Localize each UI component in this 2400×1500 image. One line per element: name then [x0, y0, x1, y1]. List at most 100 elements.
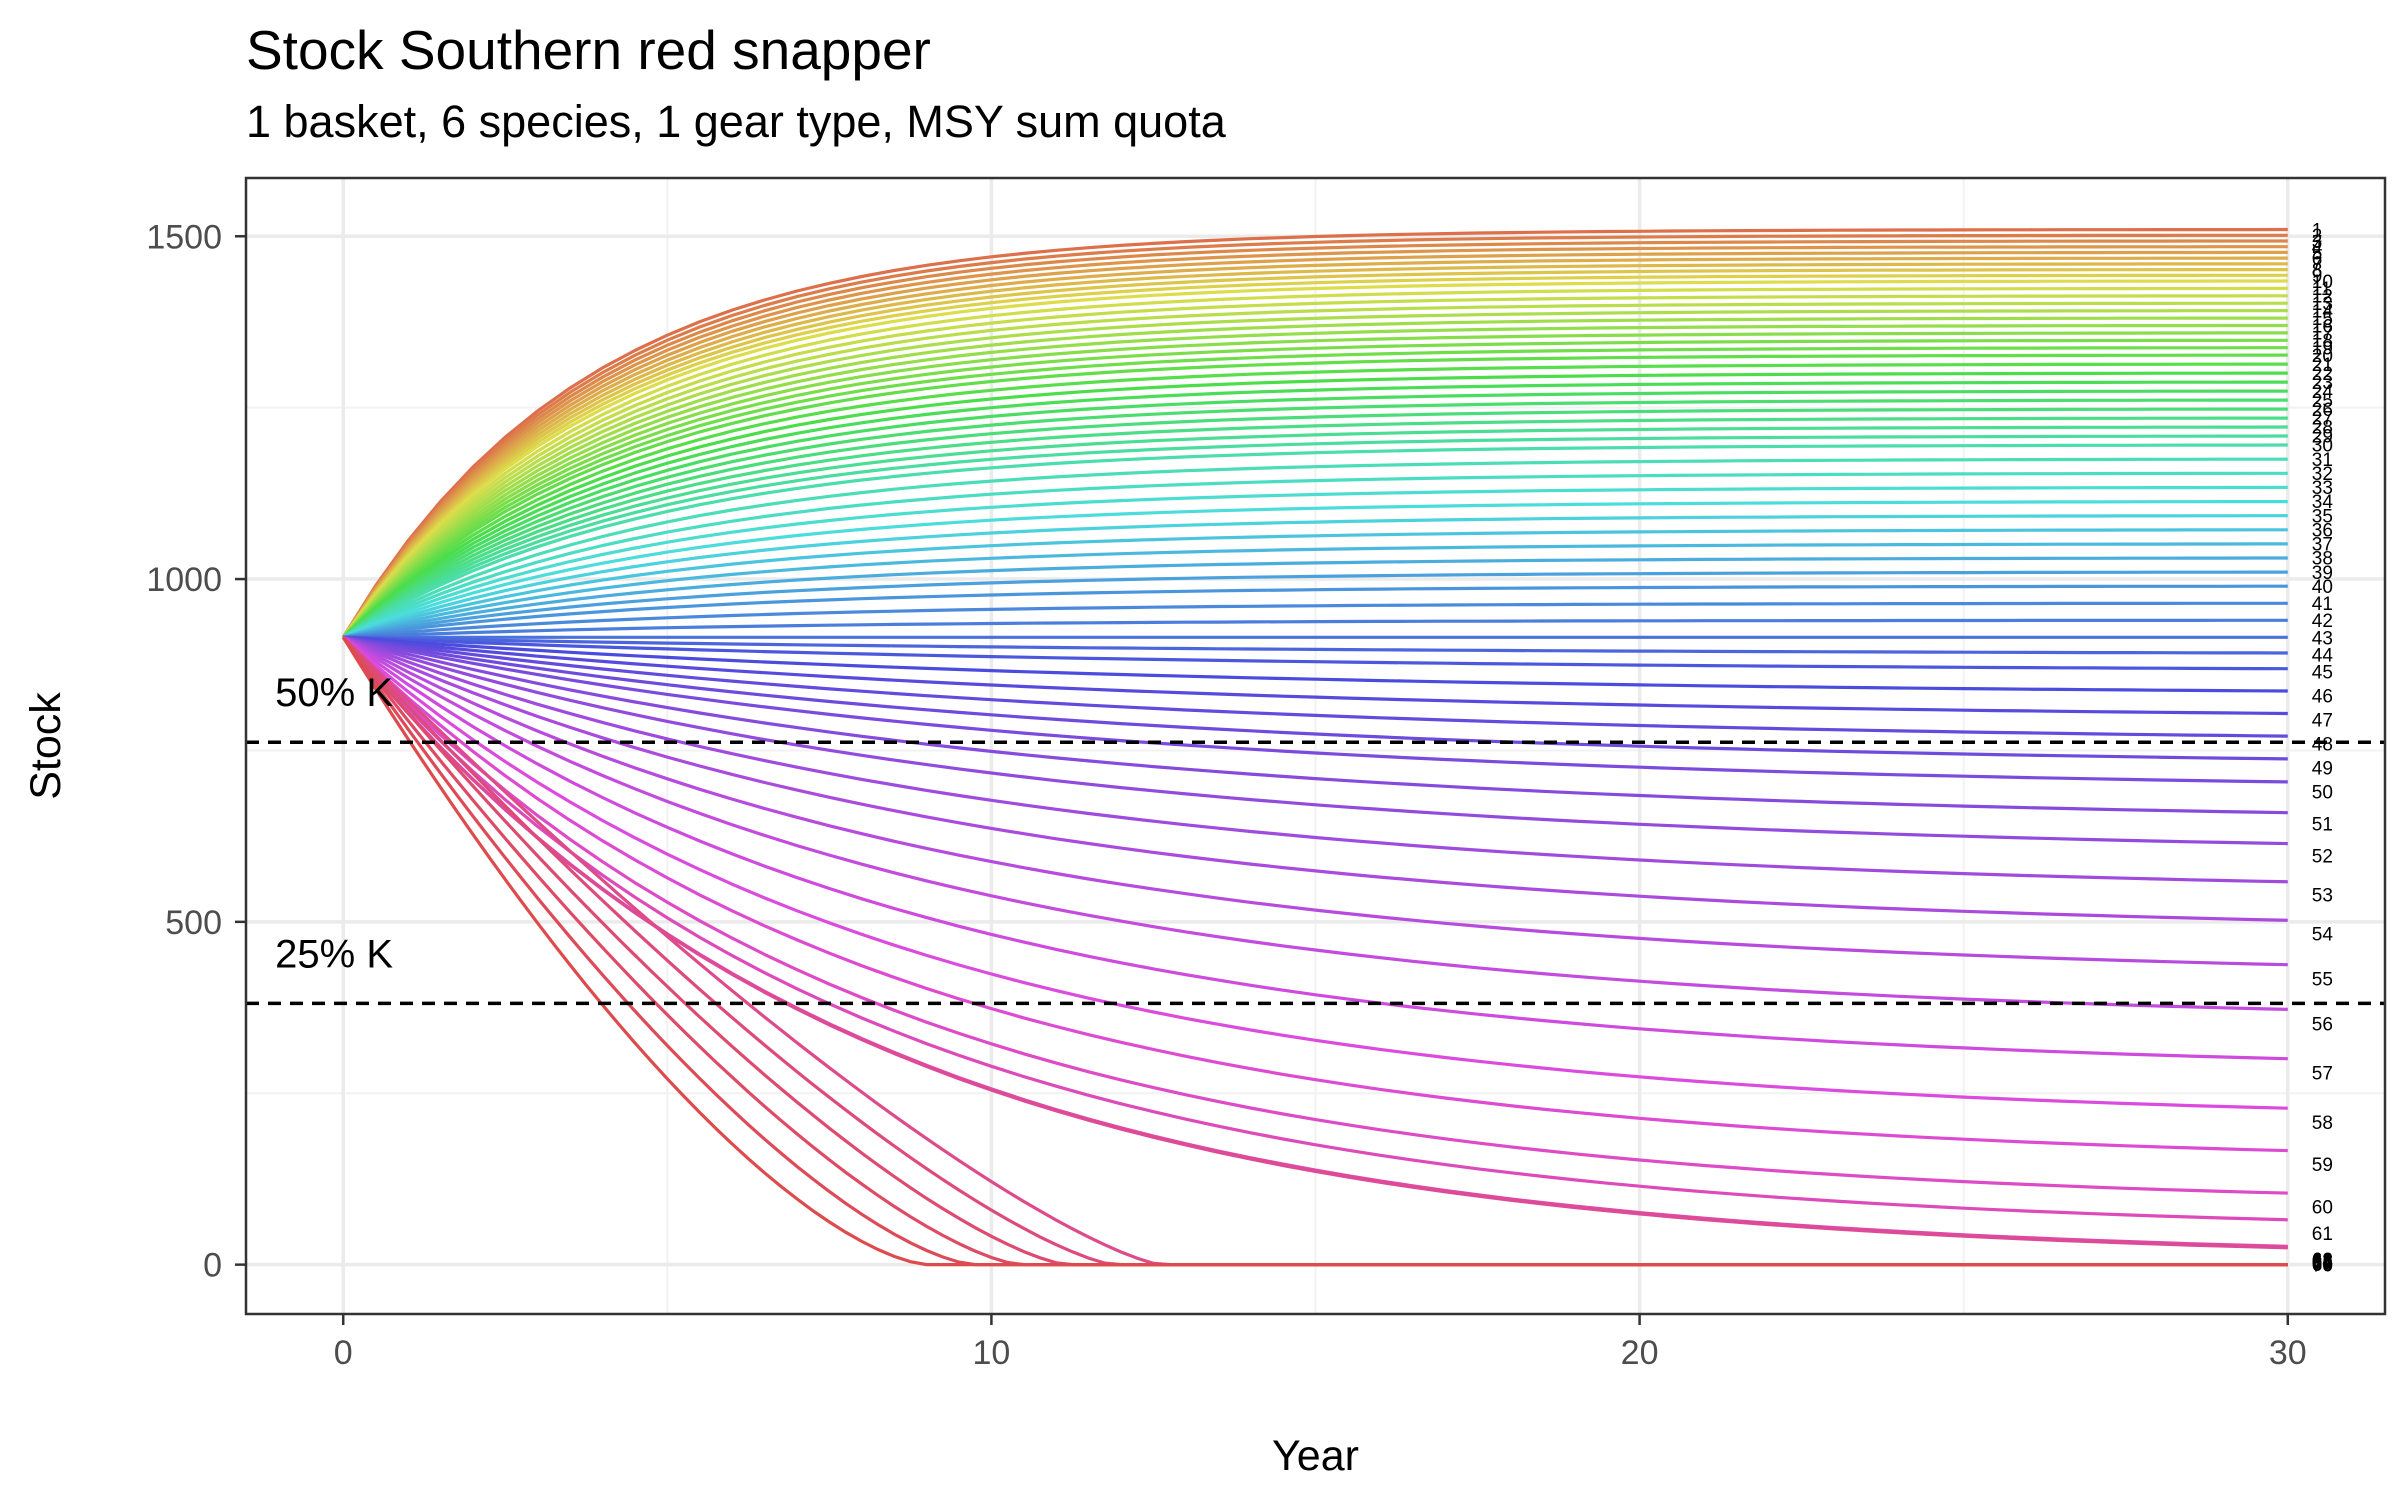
series-line-15	[341, 316, 2288, 639]
series-line-17	[342, 331, 2288, 639]
series-label-69: 69	[2312, 1255, 2333, 1276]
series-line-11	[341, 286, 2288, 639]
series-label-26: 26	[2312, 400, 2333, 421]
series-label-23: 23	[2312, 373, 2333, 394]
series-line-21	[342, 362, 2288, 639]
series-line-35	[342, 514, 2288, 639]
x-tick-label: 10	[972, 1334, 1010, 1372]
series-label-66: 66	[2312, 1253, 2333, 1274]
series-label-9: 9	[2312, 266, 2323, 287]
series-line-53	[342, 635, 2288, 884]
series-line-19	[342, 346, 2288, 639]
series-label-64: 64	[2312, 1252, 2334, 1273]
series-label-53: 53	[2312, 885, 2333, 906]
series-label-17: 17	[2312, 324, 2333, 345]
series-line-49	[342, 635, 2288, 761]
series-label-67: 67	[2312, 1254, 2333, 1275]
series-line-61	[341, 636, 2288, 1222]
series-label-47: 47	[2312, 711, 2333, 732]
series-label-45: 45	[2312, 663, 2333, 684]
series-line-39	[342, 570, 2288, 639]
series-label-54: 54	[2312, 925, 2334, 946]
series-line-25	[342, 398, 2288, 639]
series-line-30	[342, 443, 2288, 639]
series-line-33	[342, 485, 2288, 639]
series-lines	[341, 227, 2288, 1267]
chart-title: Stock Southern red snapper	[246, 19, 931, 81]
series-label-3: 3	[2312, 232, 2323, 253]
series-label-16: 16	[2312, 316, 2333, 337]
series-line-9	[341, 273, 2288, 639]
y-tick-label: 1000	[146, 561, 222, 599]
series-label-42: 42	[2312, 611, 2333, 632]
series-label-41: 41	[2312, 594, 2333, 615]
series-label-32: 32	[2312, 464, 2333, 485]
series-label-59: 59	[2312, 1155, 2333, 1176]
series-label-63: 63	[2312, 1251, 2333, 1272]
chart-subtitle: 1 basket, 6 species, 1 gear type, MSY su…	[246, 96, 1226, 147]
axes: 0 10 20 30 0 500 1000 1500	[146, 176, 2387, 1372]
series-label-12: 12	[2312, 287, 2333, 308]
series-line-56	[342, 635, 2288, 1011]
series-label-57: 57	[2312, 1064, 2333, 1085]
series-label-25: 25	[2312, 391, 2333, 412]
y-tick-label: 500	[165, 904, 222, 942]
series-label-56: 56	[2312, 1014, 2333, 1035]
series-label-44: 44	[2312, 645, 2334, 666]
series-label-35: 35	[2312, 506, 2333, 527]
series-line-36	[342, 528, 2288, 639]
series-label-30: 30	[2312, 436, 2333, 457]
series-label-68: 68	[2312, 1254, 2333, 1275]
series-line-38	[342, 556, 2288, 639]
series-label-37: 37	[2312, 535, 2333, 556]
series-line-59	[342, 636, 2288, 1153]
series-line-10	[341, 279, 2288, 639]
series-line-5	[341, 250, 2288, 639]
series-line-70	[341, 636, 2288, 1267]
series-label-29: 29	[2312, 427, 2333, 448]
series-line-44	[343, 635, 2288, 655]
series-line-20	[342, 353, 2288, 639]
series-label-58: 58	[2312, 1113, 2333, 1134]
series-line-31	[342, 457, 2288, 639]
series-label-4: 4	[2312, 238, 2323, 259]
series-line-12	[341, 294, 2288, 639]
series-label-6: 6	[2312, 249, 2323, 270]
series-label-14: 14	[2312, 301, 2334, 322]
series-label-18: 18	[2312, 331, 2333, 352]
x-axis-title: Year	[1272, 1432, 1359, 1480]
series-label-19: 19	[2312, 338, 2333, 359]
series-line-14	[341, 309, 2288, 639]
series-line-2	[341, 233, 2288, 639]
series-line-22	[342, 371, 2288, 639]
series-label-33: 33	[2312, 478, 2333, 499]
series-label-13: 13	[2312, 294, 2333, 315]
series-label-52: 52	[2312, 846, 2333, 867]
reference-lines: 50% K 25% K	[246, 671, 2385, 1006]
series-label-62: 62	[2312, 1250, 2333, 1271]
series-line-23	[342, 380, 2288, 639]
series-label-48: 48	[2312, 735, 2333, 756]
series-line-32	[342, 471, 2288, 639]
series-line-40	[342, 584, 2288, 639]
series-label-46: 46	[2312, 687, 2333, 708]
series-label-50: 50	[2312, 783, 2333, 804]
series-label-5: 5	[2312, 243, 2323, 264]
series-line-37	[342, 542, 2288, 639]
series-label-20: 20	[2312, 346, 2333, 367]
series-label-11: 11	[2312, 279, 2332, 300]
y-axis-title: Stock	[22, 692, 70, 800]
series-line-28	[342, 425, 2288, 639]
reference-label-2: 25% K	[275, 932, 393, 976]
series-label-55: 55	[2312, 969, 2333, 990]
series-label-28: 28	[2312, 418, 2333, 439]
series-line-51	[342, 635, 2288, 815]
series-line-42	[343, 618, 2288, 639]
series-label-1: 1	[2312, 220, 2323, 241]
series-line-45	[343, 635, 2288, 671]
series-line-48	[342, 635, 2288, 738]
series-label-21: 21	[2312, 355, 2333, 376]
series-line-58	[342, 636, 2288, 1110]
series-label-8: 8	[2312, 260, 2323, 281]
